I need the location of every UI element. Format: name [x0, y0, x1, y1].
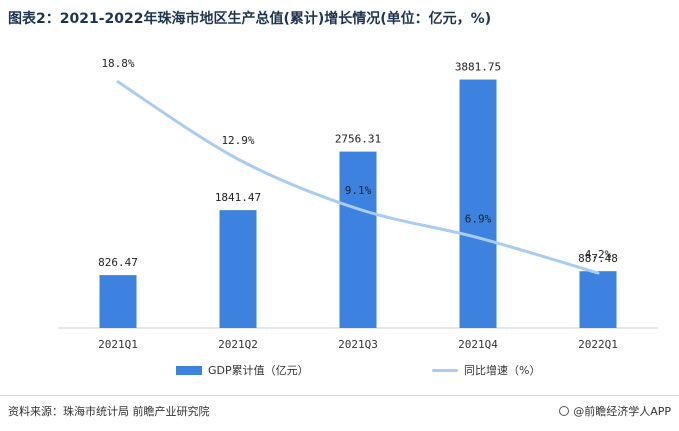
bar-value-label-2021Q2: 1841.47: [215, 191, 261, 204]
bar-2021Q4: [459, 79, 497, 329]
brand-logo-icon: [559, 406, 570, 416]
growth-rate-line: [116, 80, 600, 275]
source-note: 资料来源：珠海市统计局 前瞻产业研究院: [8, 405, 210, 418]
x-tick-label-2021Q3: 2021Q3: [338, 338, 378, 351]
legend-item-growth: 同比增速（%）: [432, 362, 540, 378]
growth-value-label-2021Q4: 6.9%: [465, 213, 492, 226]
bar-value-label-2021Q4: 3881.75: [455, 61, 501, 74]
x-tick-label-2021Q4: 2021Q4: [458, 338, 498, 351]
bar-2022Q1: [579, 271, 617, 328]
legend-line-swatch: [432, 368, 458, 372]
legend-bar-swatch: [176, 365, 202, 375]
x-tick-label-2021Q1: 2021Q1: [98, 338, 138, 351]
growth-value-label-2021Q2: 12.9%: [221, 134, 254, 147]
legend-label-growth: 同比增速（%）: [464, 364, 541, 377]
bar-value-label-2022Q1: 887.48: [578, 252, 618, 265]
bar-2021Q2: [219, 210, 257, 328]
growth-value-label-2022Q1: 4.2%: [585, 248, 612, 261]
x-tick-label-2021Q2: 2021Q2: [218, 338, 258, 351]
brand-credit: @前瞻经济学人APP: [559, 403, 671, 419]
legend-label-gdp: GDP累计值（亿元）: [208, 364, 309, 377]
x-tick-label-2022Q1: 2022Q1: [578, 338, 618, 351]
bar-value-label-2021Q3: 2756.31: [335, 133, 381, 146]
footer-divider: [0, 395, 679, 396]
bar-2021Q3: [339, 151, 377, 328]
growth-value-label-2021Q3: 9.1%: [345, 184, 372, 197]
growth-value-label-2021Q1: 18.8%: [101, 57, 134, 70]
chart-title: 图表2：2021-2022年珠海市地区生产总值(累计)增长情况(单位：亿元，%): [8, 11, 492, 27]
brand-credit-text: @前瞻经济学人APP: [573, 405, 671, 418]
bar-value-label-2021Q1: 826.47: [98, 256, 138, 269]
legend-item-gdp: GDP累计值（亿元）: [176, 362, 309, 378]
bar-2021Q1: [99, 275, 137, 328]
